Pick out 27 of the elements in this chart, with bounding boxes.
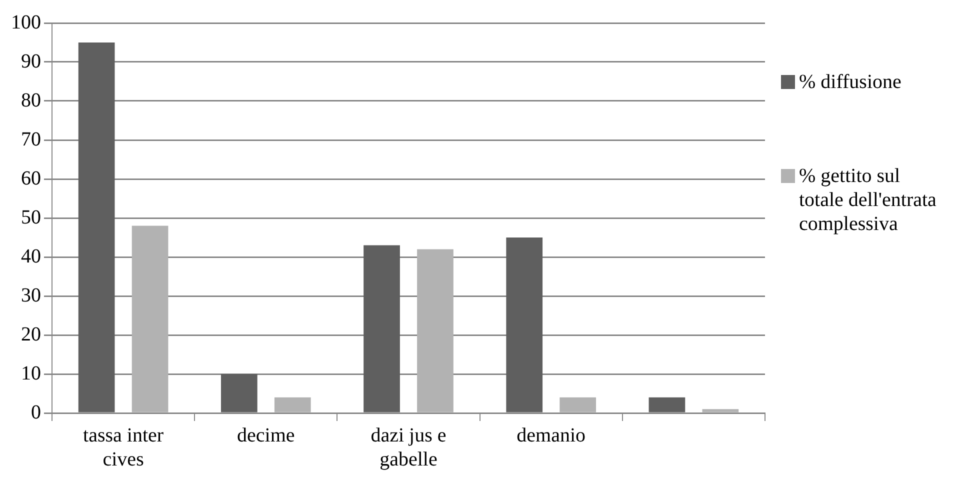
y-tick-label: 100 xyxy=(11,11,41,34)
y-tick-label: 30 xyxy=(21,284,41,306)
y-tick-label: 70 xyxy=(21,128,41,150)
y-tick-label: 0 xyxy=(31,401,41,424)
bar xyxy=(560,397,596,412)
y-tick-label: 90 xyxy=(21,50,41,72)
bar xyxy=(132,226,168,412)
x-tick-label: decime xyxy=(237,424,295,446)
x-tick-label: demanio xyxy=(516,424,586,446)
legend-label: % gettito sul totale dell'entrata complessiva xyxy=(799,164,938,236)
y-tick-label: 20 xyxy=(21,323,41,346)
y-tick-label: 60 xyxy=(21,167,41,190)
bar xyxy=(702,409,739,412)
bar xyxy=(506,238,543,412)
bar xyxy=(220,374,258,412)
y-tick-label: 80 xyxy=(21,89,41,112)
y-tick-label: 40 xyxy=(21,245,41,268)
bar xyxy=(364,245,400,412)
bar xyxy=(417,249,454,412)
x-tick-label: tassa inter cives xyxy=(83,424,164,470)
y-tick-label: 10 xyxy=(21,362,41,384)
bar xyxy=(648,397,686,412)
legend-label: % diffusione xyxy=(799,70,902,94)
bar xyxy=(78,42,115,412)
bar xyxy=(274,397,311,412)
x-tick-label: dazi jus e gabelle xyxy=(370,424,446,470)
y-tick-label: 50 xyxy=(21,206,41,228)
